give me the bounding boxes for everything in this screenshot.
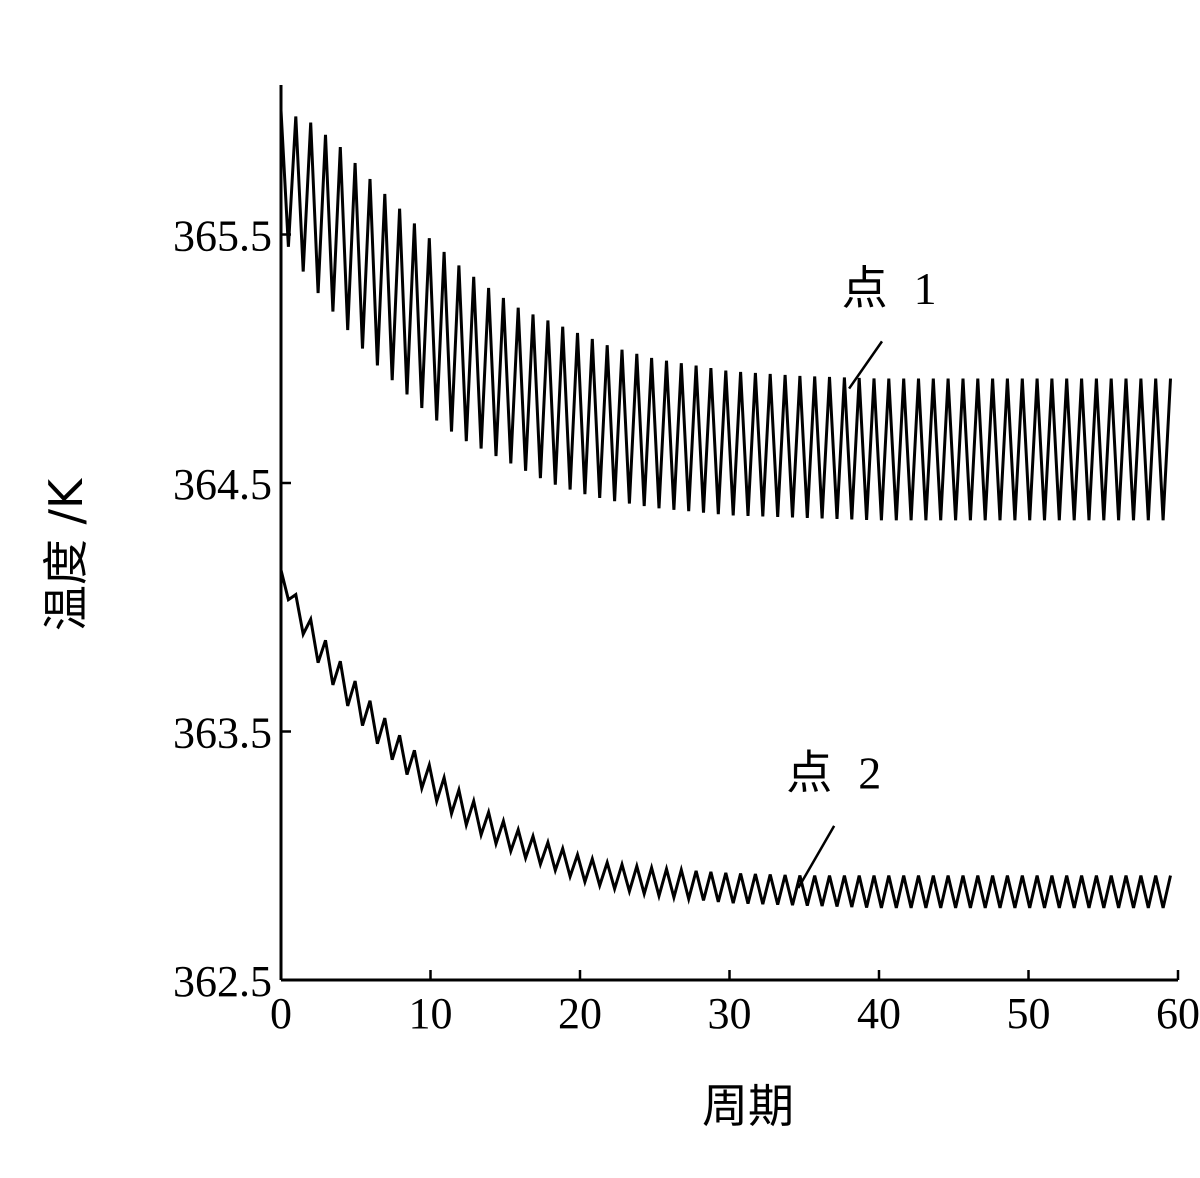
leader-line-point-1 xyxy=(848,340,884,390)
x-tick-label: 60 xyxy=(1156,989,1200,1038)
series-layer xyxy=(279,110,1172,909)
series-label-number-2: 2 xyxy=(858,748,881,799)
y-axis-title: 温度 /K xyxy=(39,477,93,631)
y-tick-label: 364.5 xyxy=(173,460,272,509)
x-axis-title: 周期 xyxy=(702,1079,794,1133)
y-tick-label: 365.5 xyxy=(173,212,272,261)
x-tick-label: 10 xyxy=(409,989,453,1038)
series-label-point-1: 点 xyxy=(842,261,888,315)
x-tick-label: 50 xyxy=(1007,989,1051,1038)
leader-line-point-2 xyxy=(797,825,836,889)
series-label-number-1: 1 xyxy=(914,263,937,314)
axes xyxy=(279,85,1178,982)
x-tick-label: 20 xyxy=(558,989,602,1038)
y-tick-label: 363.5 xyxy=(173,709,272,758)
annotations: 点 1点 2 xyxy=(786,261,937,889)
x-tick-label: 30 xyxy=(708,989,752,1038)
y-tick-label: 362.5 xyxy=(173,957,272,1006)
series-label-point-2: 点 xyxy=(786,746,832,800)
ticks: 0 10 20 30 40 50 60 362.5 363.5 364.5 365.5 xyxy=(173,212,1200,1039)
x-tick-label: 0 xyxy=(270,989,292,1038)
series-line-point-1 xyxy=(279,110,1172,521)
series-line-point-2 xyxy=(279,569,1172,909)
x-tick-label: 40 xyxy=(857,989,901,1038)
